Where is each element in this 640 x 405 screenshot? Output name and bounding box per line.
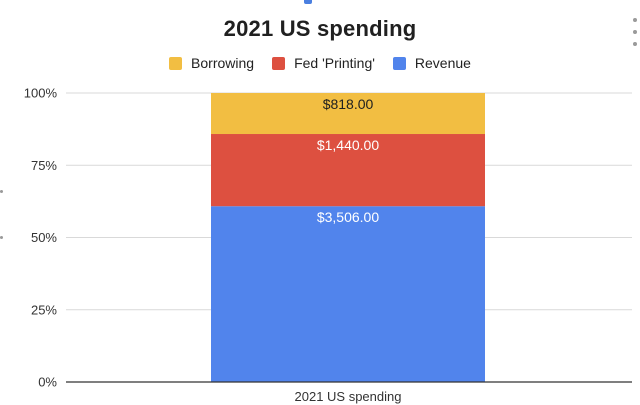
edge-marker <box>0 236 3 239</box>
data-label: $818.00 <box>323 96 374 112</box>
legend-item: Fed 'Printing' <box>272 55 375 71</box>
data-label: $3,506.00 <box>317 209 379 225</box>
legend-swatch <box>169 56 183 70</box>
legend-swatch <box>392 56 406 70</box>
y-tick-label: 25% <box>31 302 57 317</box>
legend-item: Revenue <box>392 55 471 71</box>
bar-segment <box>211 134 485 207</box>
kebab-dot <box>633 42 637 46</box>
kebab-dot <box>633 18 637 22</box>
y-tick-label: 100% <box>24 86 58 101</box>
edge-marker <box>0 190 3 193</box>
y-tick-label: 0% <box>38 375 57 390</box>
legend-label: Fed 'Printing' <box>294 55 375 71</box>
more-options-icon[interactable] <box>632 18 638 46</box>
legend-item: Borrowing <box>169 55 254 71</box>
legend-swatch <box>272 56 286 70</box>
x-tick-label: 2021 US spending <box>295 389 402 404</box>
y-tick-label: 75% <box>31 158 57 173</box>
legend-label: Revenue <box>414 55 471 71</box>
chart-title: 2021 US spending <box>223 16 417 41</box>
legend-label: Borrowing <box>191 55 255 71</box>
legend: Borrowing Fed 'Printing' Revenue <box>0 55 640 71</box>
bar-segment <box>211 206 485 382</box>
data-label: $1,440.00 <box>317 137 379 153</box>
kebab-dot <box>633 30 637 34</box>
resize-handle[interactable] <box>304 0 312 4</box>
bar-segment <box>211 93 485 135</box>
y-tick-label: 50% <box>31 230 57 245</box>
